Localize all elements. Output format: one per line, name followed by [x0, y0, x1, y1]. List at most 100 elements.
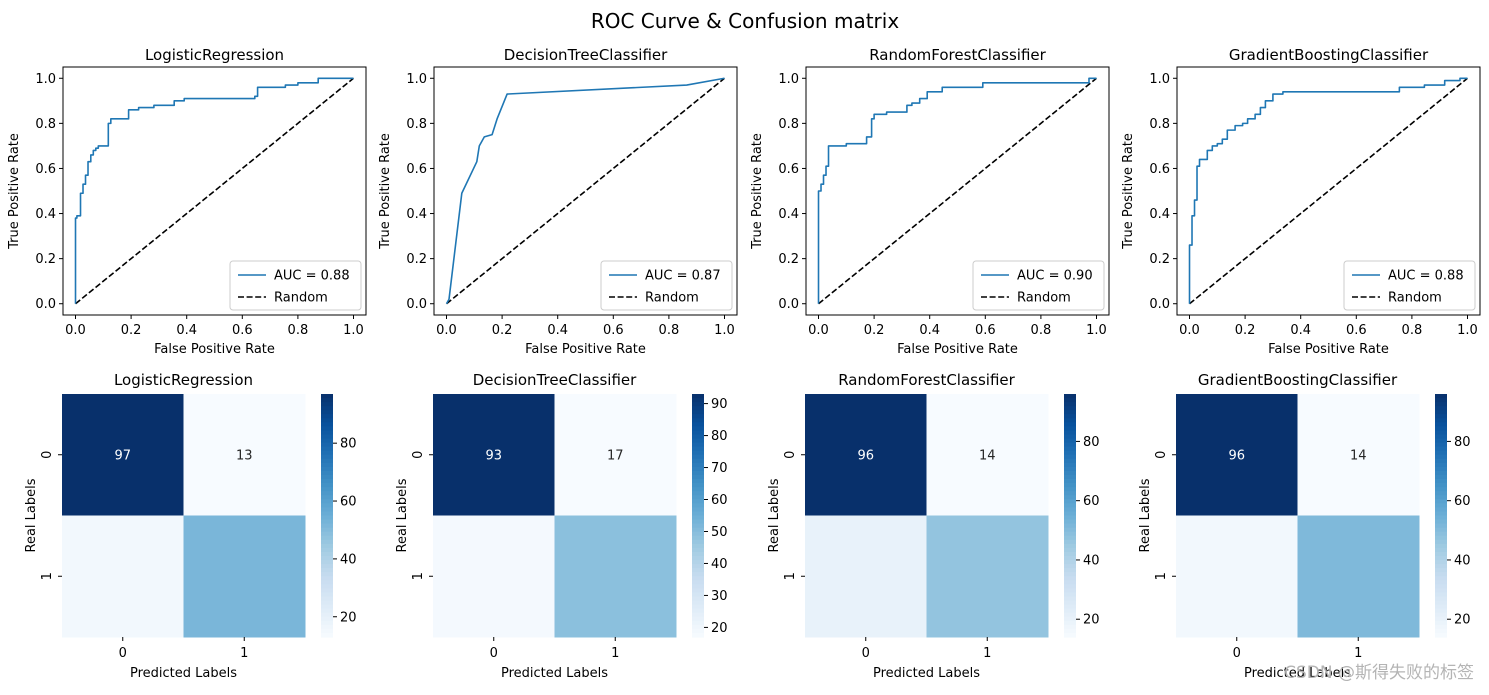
colorbar-segment	[1435, 491, 1447, 496]
x-tick-label: 0.6	[603, 323, 624, 338]
colorbar-segment	[692, 576, 704, 581]
colorbar-segment	[692, 596, 704, 602]
colorbar-segment	[1064, 507, 1076, 513]
colorbar-segment	[692, 430, 704, 436]
colorbar-segment	[692, 458, 704, 464]
colorbar-segment	[692, 462, 704, 468]
colorbar-segment	[321, 604, 333, 610]
colorbar-segment	[321, 556, 333, 561]
cm-title: RandomForestClassifier	[838, 371, 1015, 389]
x-tick-label: 0.6	[975, 323, 996, 338]
colorbar-segment	[692, 426, 704, 432]
random-line	[75, 77, 354, 305]
colorbar-tick-label: 30	[711, 589, 728, 604]
colorbar-segment	[1435, 588, 1447, 594]
colorbar-segment	[321, 466, 333, 472]
colorbar-segment	[321, 608, 333, 614]
y-tick-label: 0.4	[406, 207, 427, 222]
colorbar-segment	[321, 426, 333, 432]
colorbar-segment	[1435, 568, 1447, 573]
colorbar-segment	[321, 491, 333, 496]
colorbar-segment	[692, 398, 704, 403]
colorbar-segment	[1064, 551, 1076, 557]
axes-frame	[433, 66, 738, 316]
colorbar-segment	[1435, 632, 1447, 638]
colorbar-segment	[321, 572, 333, 577]
colorbar-segment	[692, 470, 704, 476]
colorbar-segment	[1064, 531, 1076, 537]
colorbar-segment	[1064, 620, 1076, 626]
colorbar-segment	[692, 604, 704, 610]
y-tick-label: 1.0	[778, 72, 799, 87]
cm-cell	[554, 515, 677, 638]
cm-cell	[926, 394, 1049, 516]
colorbar-segment	[692, 539, 704, 545]
y-tick-label: 0.8	[778, 117, 799, 132]
colorbar-segment	[321, 620, 333, 626]
colorbar-segment	[321, 576, 333, 581]
y-tick-label: 0.6	[35, 162, 56, 177]
colorbar-segment	[692, 475, 704, 480]
colorbar-segment	[692, 535, 704, 541]
colorbar-segment	[1064, 394, 1076, 399]
y-tick-label: 0	[411, 451, 426, 459]
y-axis-label: True Positive Rate	[7, 133, 22, 250]
y-tick-label: 0.0	[35, 297, 56, 312]
colorbar-tick-label: 40	[711, 557, 728, 572]
x-tick-label: 0.8	[1402, 323, 1423, 338]
cm-cell	[1176, 515, 1298, 638]
colorbar-segment	[1064, 466, 1076, 472]
colorbar-segment	[692, 410, 704, 415]
colorbar-segment	[1435, 511, 1447, 517]
colorbar-segment	[321, 483, 333, 488]
colorbar-segment	[1064, 470, 1076, 476]
colorbar-segment	[1064, 543, 1076, 549]
colorbar-segment	[321, 394, 333, 399]
colorbar-segment	[692, 592, 704, 598]
roc-plot-1: LogisticRegression 0.0 0.2 0.4 0.6 0.8 1.0 0.0 0…	[7, 46, 367, 357]
colorbar-segment	[692, 499, 704, 504]
cm-cell-value: 97	[114, 448, 131, 463]
colorbar-segment	[1435, 604, 1447, 610]
x-tick-label: 0.2	[864, 323, 885, 338]
colorbar-tick-label: 80	[711, 429, 728, 444]
x-axis-label: False Positive Rate	[525, 342, 646, 357]
y-tick-label: 0.4	[1149, 207, 1170, 222]
colorbar-segment	[1435, 414, 1447, 419]
colorbar-tick-label: 80	[1454, 435, 1471, 450]
y-axis-label: True Positive Rate	[1121, 133, 1136, 250]
colorbar-segment	[692, 422, 704, 427]
y-axis-label: True Positive Rate	[750, 133, 765, 250]
cm-cell	[1297, 394, 1420, 516]
colorbar-tick-label: 60	[1083, 494, 1100, 509]
colorbar-segment	[1435, 612, 1447, 618]
colorbar-segment	[692, 551, 704, 557]
colorbar-tick-label: 50	[711, 525, 728, 540]
colorbar-segment	[1064, 568, 1076, 573]
colorbar-segment	[692, 446, 704, 452]
cm-cell	[805, 515, 927, 638]
colorbar-segment	[321, 446, 333, 452]
colorbar-segment	[321, 560, 333, 565]
x-tick-label: 0.0	[808, 323, 829, 338]
x-axis-label: False Positive Rate	[1268, 342, 1389, 357]
roc-title: DecisionTreeClassifier	[504, 46, 668, 64]
y-tick-label: 0.6	[1149, 162, 1170, 177]
colorbar-tick-label: 80	[1083, 435, 1100, 450]
legend: AUC = 0.90 Random	[972, 260, 1105, 311]
colorbar: 20 30 40 50 60 70 80 90	[692, 394, 728, 638]
colorbar-segment	[321, 454, 333, 460]
colorbar-segment	[1435, 442, 1447, 448]
roc-title: RandomForestClassifier	[869, 46, 1046, 64]
x-axis-label: Predicted Labels	[1244, 666, 1351, 681]
colorbar-segment	[1435, 608, 1447, 614]
colorbar-segment	[321, 527, 333, 533]
colorbar-segment	[1435, 624, 1447, 630]
colorbar: 20 40 60 80	[321, 394, 357, 638]
colorbar: 20 40 60 80	[1064, 394, 1100, 638]
colorbar-segment	[321, 523, 333, 529]
colorbar-segment	[1435, 402, 1447, 407]
colorbar-segment	[1435, 458, 1447, 464]
legend-label-auc: AUC = 0.88	[274, 269, 350, 284]
colorbar-segment	[321, 487, 333, 492]
